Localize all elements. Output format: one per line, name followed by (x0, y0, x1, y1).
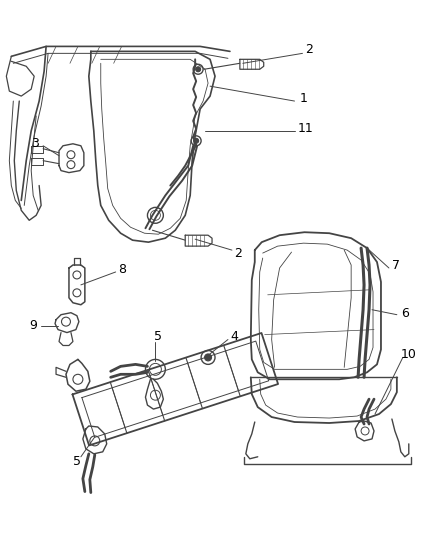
Circle shape (205, 354, 212, 361)
Text: 5: 5 (154, 330, 162, 343)
Text: 1: 1 (300, 92, 307, 104)
Text: 3: 3 (31, 138, 39, 150)
Circle shape (196, 67, 201, 72)
Text: 8: 8 (119, 263, 127, 277)
Text: 10: 10 (401, 348, 417, 361)
Text: 5: 5 (73, 455, 81, 469)
Text: 11: 11 (297, 123, 313, 135)
Text: 7: 7 (392, 259, 400, 271)
Text: 9: 9 (29, 319, 37, 332)
Text: 2: 2 (305, 43, 313, 56)
Text: 2: 2 (234, 247, 242, 260)
Text: 6: 6 (401, 307, 409, 320)
Text: 4: 4 (230, 330, 238, 343)
Circle shape (194, 139, 198, 143)
